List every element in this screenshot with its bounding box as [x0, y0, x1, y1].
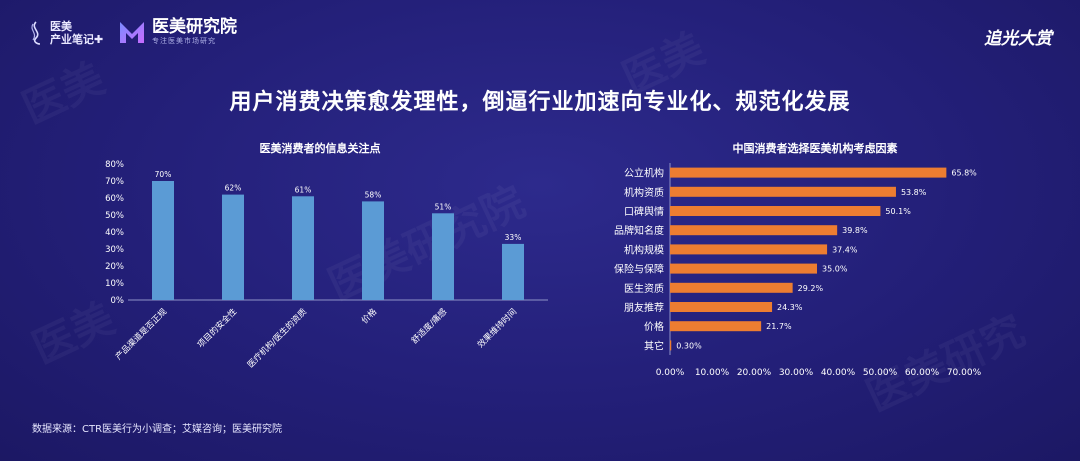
category-label: 项目的安全性: [195, 306, 239, 350]
y-tick-label: 80%: [105, 160, 124, 170]
page-title: 用户消费决策愈发理性，倒逼行业加速向专业化、规范化发展: [229, 90, 851, 115]
data-label: 35.0%: [822, 265, 848, 274]
category-label: 价格: [359, 306, 379, 326]
bar: [670, 244, 828, 255]
data-label: 29.2%: [798, 284, 824, 293]
bar: [502, 243, 524, 300]
category-label: 医疗机构/医生的资质: [245, 306, 309, 370]
logo-m-icon: [120, 22, 144, 43]
category-label: 产品渠道是否正规: [113, 306, 169, 362]
data-source: 数据来源：CTR医美行为小调查；艾媒咨询；医美研究院: [32, 424, 283, 435]
left-bar-chart: 0% 10% 20% 30% 40% 50% 60% 70% 80% 70% 产品渠道是否正规 62%…: [105, 160, 548, 370]
bar: [670, 186, 896, 197]
data-label: 37.4%: [832, 245, 858, 254]
category-label: 朋友推荐: [624, 301, 664, 314]
bar: [670, 263, 817, 274]
data-label: 65.8%: [951, 169, 977, 178]
category-label: 价格: [644, 320, 664, 333]
y-tick-label: 60%: [105, 194, 124, 204]
category-label: 公立机构: [624, 167, 664, 180]
bar: [670, 206, 881, 216]
x-tick-label: 10.00%: [695, 368, 730, 378]
data-label: 58%: [365, 190, 382, 199]
category-label: 效果维持时间: [475, 306, 519, 350]
bar: [152, 181, 174, 300]
x-tick-label: 0.00%: [656, 368, 685, 378]
y-tick-label: 30%: [105, 245, 124, 255]
data-label: 39.8%: [842, 226, 868, 235]
bar: [292, 196, 314, 300]
logo-mid: 医美研究院 专注医美市场研究: [118, 18, 237, 46]
category-label: 保险与保障: [614, 263, 664, 276]
y-tick-label: 70%: [105, 177, 124, 187]
category-label: 机构规模: [624, 243, 664, 256]
brand-right: 追光大赏: [984, 29, 1052, 49]
y-tick-label: 10%: [105, 279, 124, 289]
x-tick-label: 60.00%: [905, 368, 940, 378]
x-tick-label: 40.00%: [821, 368, 856, 378]
data-label: 50.1%: [885, 207, 911, 216]
logo-mid-subtitle: 专注医美市场研究: [152, 37, 216, 45]
data-label: 24.3%: [777, 303, 803, 312]
x-tick-label: 30.00%: [779, 368, 814, 378]
x-tick-label: 70.00%: [947, 368, 982, 378]
logo-mark-icon: [31, 21, 41, 45]
bar: [222, 194, 244, 300]
bar: [362, 201, 384, 300]
data-label: 33%: [505, 233, 522, 242]
bar: [670, 282, 793, 293]
category-label: 其它: [644, 339, 664, 352]
y-tick-label: 20%: [105, 262, 124, 272]
logo-left: 医美 产业笔记✚: [28, 20, 103, 46]
bar: [670, 302, 773, 312]
y-tick-label: 40%: [105, 228, 124, 238]
left-chart-title: 医美消费者的信息关注点: [259, 142, 381, 155]
right-bar-chart: 65.8% 公立机构 53.8% 机构资质 50.1% 口碑舆情 39.8% 品牌知名度 37.…: [614, 163, 982, 378]
logo-left-line2: 产业笔记✚: [50, 33, 104, 46]
bar: [670, 225, 838, 236]
header: 医美 产业笔记✚ 医美研究院 专注医美市场研究 追光大赏: [0, 0, 1080, 60]
bar: [432, 213, 454, 300]
y-tick-label: 50%: [105, 211, 124, 221]
logo-left-line1: 医美: [50, 20, 72, 33]
logo-mid-title: 医美研究院: [152, 17, 237, 37]
category-label: 品牌知名度: [614, 224, 664, 237]
right-chart-title: 中国消费者选择医美机构考虑因素: [732, 142, 898, 155]
data-label: 62%: [225, 184, 242, 193]
data-label: 21.7%: [766, 322, 792, 331]
bar: [670, 167, 947, 178]
data-label: 51%: [435, 202, 452, 211]
category-label: 舒适度/痛感: [409, 306, 449, 346]
x-tick-label: 20.00%: [737, 368, 772, 378]
x-tick-label: 50.00%: [863, 368, 898, 378]
data-label: 70%: [155, 170, 172, 179]
data-label: 61%: [295, 185, 312, 194]
data-label: 0.30%: [676, 341, 702, 350]
category-label: 口碑舆情: [624, 205, 664, 218]
category-label: 机构资质: [624, 186, 664, 199]
y-tick-label: 0%: [111, 296, 125, 306]
bar: [670, 340, 672, 351]
bar: [670, 321, 762, 332]
data-label: 53.8%: [901, 188, 927, 197]
category-label: 医生资质: [624, 282, 664, 295]
